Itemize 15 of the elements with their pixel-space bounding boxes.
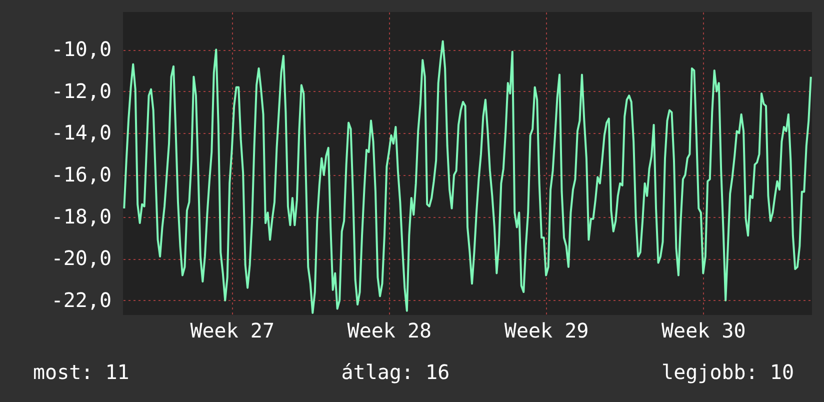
- x-tick-label: Week 28: [347, 318, 432, 342]
- x-tick-label: Week 27: [190, 318, 274, 342]
- x-tick-label: Week 30: [662, 318, 746, 342]
- y-tick-label: -18,0: [51, 204, 112, 228]
- y-tick-label: -20,0: [51, 246, 112, 270]
- line-series: [123, 40, 812, 314]
- y-tick-label: -10,0: [51, 37, 112, 62]
- text: most: 11: [33, 360, 130, 384]
- text: átlag: 16: [341, 360, 450, 384]
- text: legjobb: 10: [662, 360, 794, 384]
- y-tick-label: -22,0: [51, 288, 112, 312]
- y-tick-label: -16,0: [51, 162, 112, 186]
- y-tick-label: -14,0: [51, 120, 112, 145]
- x-tick-label: Week 29: [504, 318, 589, 342]
- y-tick-label: -12,0: [51, 78, 112, 103]
